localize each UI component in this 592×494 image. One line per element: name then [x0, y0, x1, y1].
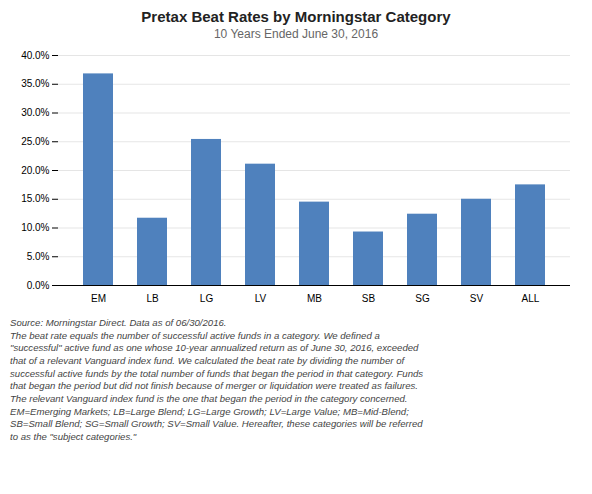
svg-text:SV: SV: [470, 293, 484, 304]
html-text:EM=Emerging Markets; LB=Large: EM=Emerging Markets; LB=Large Blend; LG=…: [10, 405, 409, 417]
svg-text:EM: EM: [91, 293, 106, 304]
html-text:successful active funds by the: successful active funds by the total num…: [10, 367, 424, 379]
svg-text:15.0%: 15.0%: [21, 193, 49, 204]
svg-text:30.0%: 30.0%: [21, 107, 49, 118]
html-text:Pretax Beat Rates by Morningst: Pretax Beat Rates by Morningstar Categor…: [141, 8, 451, 25]
html-text:to as the "subject categories.: to as the "subject categories.": [10, 430, 137, 442]
svg-text:35.0%: 35.0%: [21, 78, 49, 89]
svg-text:SG: SG: [415, 293, 430, 304]
html-text:that began the period but did: that began the period but did not finish…: [10, 380, 418, 392]
html-text:10 Years Ended June 30, 2016: 10 Years Ended June 30, 2016: [213, 27, 379, 41]
html-text:"successful" active fund as on: "successful" active fund as one whose 10…: [10, 342, 419, 354]
html-text:SB=Small Blend; SG=Small Growt: SB=Small Blend; SG=Small Growth; SV=Smal…: [10, 418, 423, 430]
svg-text:ALL: ALL: [522, 293, 540, 304]
svg-text:LG: LG: [200, 293, 214, 304]
svg-text:20.0%: 20.0%: [21, 165, 49, 176]
svg-text:LV: LV: [255, 293, 267, 304]
svg-text:5.0%: 5.0%: [27, 251, 50, 262]
svg-text:10.0%: 10.0%: [21, 222, 49, 233]
html-text:Source: Morningstar Direct. Da: Source: Morningstar Direct. Data as of 0…: [10, 317, 227, 328]
svg-text:MB: MB: [307, 293, 322, 304]
svg-text:0.0%: 0.0%: [27, 280, 50, 291]
svg-text:40.0%: 40.0%: [21, 50, 49, 61]
html-text:that of a relevant Vanguard in: that of a relevant Vanguard index fund. …: [10, 355, 405, 366]
html-text:The relevant Vanguard index fu: The relevant Vanguard index fund is the …: [10, 392, 408, 404]
html-text:The beat rate equals the numbe: The beat rate equals the number of succe…: [10, 329, 380, 341]
svg-text:LB: LB: [146, 293, 159, 304]
svg-text:25.0%: 25.0%: [21, 136, 49, 147]
svg-text:SB: SB: [362, 293, 376, 304]
